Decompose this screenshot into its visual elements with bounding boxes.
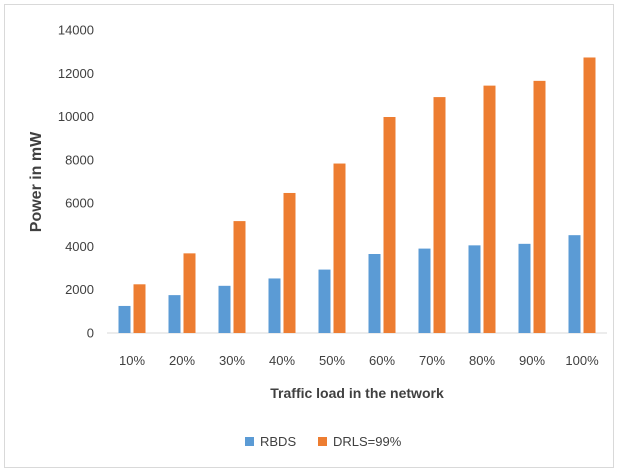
legend-swatch-rbds	[245, 437, 254, 446]
legend: RBDS DRLS=99%	[245, 434, 402, 449]
x-tick-label: 80%	[469, 353, 495, 368]
x-tick-label: 30%	[219, 353, 245, 368]
x-tick-label: 40%	[269, 353, 295, 368]
x-tick-label: 10%	[119, 353, 145, 368]
bar-rbds-50	[318, 269, 331, 333]
y-tick-label: 10000	[58, 109, 94, 124]
x-tick-label: 20%	[169, 353, 195, 368]
bars	[118, 57, 596, 334]
bar-rbds-70	[418, 248, 431, 333]
x-tick-label: 100%	[565, 353, 599, 368]
y-tick-label: 2000	[65, 282, 94, 297]
y-tick-label: 14000	[58, 23, 94, 38]
legend-swatch-drls	[318, 437, 327, 446]
y-tick-label: 0	[87, 326, 94, 341]
x-tick-label: 60%	[369, 353, 395, 368]
y-tick-label: 4000	[65, 239, 94, 254]
bar-rbds-10	[118, 305, 131, 333]
bar-rbds-20	[168, 295, 181, 333]
bar-drls-40	[283, 192, 296, 333]
x-axis-ticks: 10% 20% 30% 40% 50% 60% 70% 80% 90% 100%	[119, 353, 599, 368]
x-tick-label: 90%	[519, 353, 545, 368]
bar-drls-20	[183, 253, 196, 333]
bar-drls-90	[533, 80, 546, 333]
bar-drls-10	[133, 284, 146, 333]
y-axis-ticks: 0 2000 4000 6000 8000 10000 12000 14000	[58, 23, 94, 341]
y-tick-label: 8000	[65, 152, 94, 167]
bar-drls-100	[583, 57, 596, 334]
bar-rbds-40	[268, 278, 281, 333]
bar-drls-70	[433, 97, 446, 333]
bar-drls-80	[483, 85, 496, 333]
bar-rbds-80	[468, 245, 481, 333]
bar-rbds-90	[518, 243, 531, 333]
x-axis-label: Traffic load in the network	[270, 385, 444, 401]
y-axis-label: Power in mW	[28, 131, 45, 232]
bar-drls-60	[383, 117, 396, 333]
bar-drls-30	[233, 221, 246, 333]
bar-rbds-100	[568, 235, 581, 333]
bar-rbds-60	[368, 254, 381, 333]
x-tick-label: 70%	[419, 353, 445, 368]
bar-rbds-30	[218, 285, 231, 333]
y-tick-label: 12000	[58, 66, 94, 81]
chart-frame	[4, 4, 614, 468]
legend-label-rbds: RBDS	[260, 434, 296, 449]
x-tick-label: 50%	[319, 353, 345, 368]
bar-drls-50	[333, 163, 346, 333]
y-tick-label: 6000	[65, 196, 94, 211]
legend-label-drls: DRLS=99%	[333, 434, 402, 449]
